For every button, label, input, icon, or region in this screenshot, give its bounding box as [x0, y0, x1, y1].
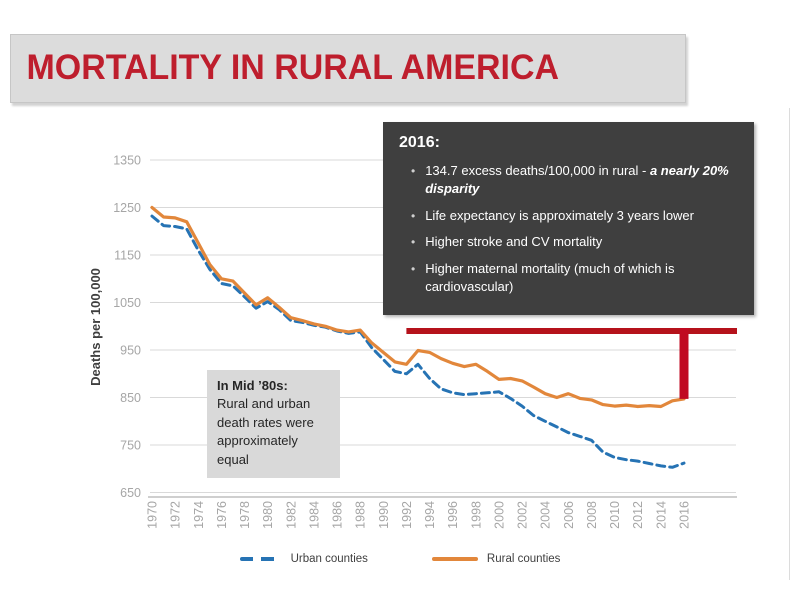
callout-2016-heading: 2016: — [399, 134, 440, 151]
y-tick-label: 750 — [120, 439, 141, 453]
bullet-text: 134.7 excess deaths/100,000 in rural - — [425, 162, 650, 178]
y-tick-label: 950 — [120, 344, 141, 358]
urban-line-swatch-icon — [239, 557, 282, 561]
x-tick-label: 1984 — [307, 501, 321, 529]
x-tick-label: 2010 — [608, 501, 622, 529]
x-tick-label: 2016 — [678, 501, 692, 529]
callout-2016-bullets: • 134.7 excess deaths/100,000 in rural -… — [397, 162, 738, 297]
x-tick-label: 1978 — [238, 501, 252, 529]
rural-line-swatch-icon — [431, 556, 478, 562]
x-tick-label: 1976 — [215, 501, 229, 529]
callout-mid80s-heading: In Mid ’80s: — [217, 378, 288, 393]
urban-line — [150, 214, 686, 469]
x-tick-label: 1990 — [377, 501, 391, 529]
bullet-text: Higher stroke and CV mortality — [425, 234, 603, 250]
callout-2016-bullet: • Life expectancy is approximately 3 yea… — [411, 207, 738, 226]
rural-line — [150, 205, 686, 409]
gap-bracket-vertical — [679, 328, 689, 399]
y-tick-label: 1050 — [113, 296, 141, 310]
legend-item-urban: Urban counties — [239, 553, 368, 565]
x-tick-label: 1996 — [446, 501, 460, 529]
legend-item-rural: Rural counties — [431, 553, 561, 565]
slide-title: MORTALITY IN RURAL AMERICA — [26, 48, 560, 87]
legend-label-rural: Rural counties — [486, 553, 561, 565]
callout-mid80s: In Mid ’80s: Rural and urban death rates… — [207, 370, 340, 478]
x-tick-label: 1972 — [169, 501, 183, 529]
bullet-icon: • — [411, 208, 416, 223]
x-tick-label: 2014 — [654, 501, 668, 529]
x-tick-label: 1988 — [354, 501, 368, 529]
y-axis-title: Deaths per 100,000 — [88, 268, 103, 386]
x-tick-label: 2004 — [539, 501, 553, 529]
x-tick-label: 1986 — [331, 501, 345, 529]
bullet-icon: • — [411, 261, 416, 276]
y-tick-label: 1350 — [113, 154, 141, 168]
y-tick-label: 850 — [120, 391, 141, 405]
x-tick-label: 2000 — [493, 501, 507, 529]
x-tick-label: 1998 — [469, 501, 483, 529]
bullet-emphasis: a nearly 20% disparity — [425, 162, 729, 197]
x-tick-label: 1970 — [146, 501, 160, 529]
x-tick-label: 1974 — [192, 501, 206, 529]
x-tick-label: 1980 — [261, 501, 275, 529]
callout-2016-bullet: • Higher stroke and CV mortality — [411, 233, 738, 252]
legend-label-urban: Urban counties — [290, 553, 368, 565]
callout-2016: 2016: • 134.7 excess deaths/100,000 in r… — [383, 122, 754, 315]
y-tick-label: 1250 — [113, 201, 141, 215]
bullet-text: Life expectancy is approximately 3 years… — [425, 207, 694, 223]
bullet-icon: • — [411, 235, 416, 250]
y-tick-label: 1150 — [114, 249, 141, 263]
x-tick-label: 2008 — [585, 501, 599, 529]
bullet-icon: • — [411, 163, 416, 178]
chart-legend: Urban counties Rural counties — [0, 553, 800, 565]
x-tick-label: 1994 — [423, 501, 437, 529]
title-banner: MORTALITY IN RURAL AMERICA — [10, 34, 686, 103]
x-tick-label: 1982 — [284, 501, 298, 529]
x-tick-label: 1992 — [400, 501, 414, 529]
x-tick-label: 2002 — [516, 501, 530, 529]
gap-bracket-horizontal — [406, 328, 737, 334]
bullet-text: Higher maternal mortality (much of which… — [425, 260, 675, 295]
slide-edge-line — [789, 108, 790, 580]
x-tick-label: 2012 — [631, 501, 645, 529]
callout-mid80s-body: Rural and urban death rates were approxi… — [217, 396, 314, 467]
y-tick-label: 650 — [120, 486, 141, 500]
x-tick-label: 2006 — [562, 501, 576, 529]
callout-2016-bullet: • Higher maternal mortality (much of whi… — [411, 260, 738, 297]
callout-2016-bullet: • 134.7 excess deaths/100,000 in rural -… — [411, 162, 738, 199]
